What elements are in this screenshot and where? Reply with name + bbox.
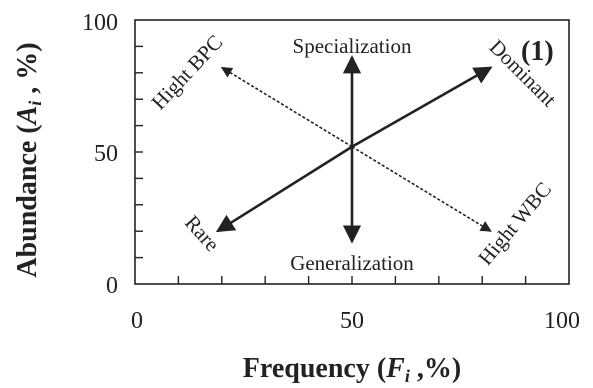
label-specialization: Specialization	[293, 34, 412, 58]
arrow-hight-wbc	[351, 146, 492, 232]
x-axis-title: Frequency (Fi ,%)	[243, 353, 461, 386]
arrow-group	[215, 55, 493, 244]
x-tick-label-50: 50	[340, 308, 364, 334]
arrow-dominant	[351, 66, 493, 148]
y-axis-title-main: Abundance (	[12, 124, 43, 277]
x-tick-label-100: 100	[544, 308, 580, 334]
x-axis-title-main: Frequency (	[243, 353, 386, 384]
x-tick-label-0: 0	[131, 308, 143, 334]
x-axis-title-var: F	[385, 353, 405, 384]
x-axis-title-end: ,%)	[410, 353, 461, 384]
y-axis-title: Abundance (Ai , %)	[12, 42, 45, 277]
panel-label: (1)	[521, 36, 554, 67]
label-hight-wbc: Hight WBC	[473, 177, 556, 269]
label-rare: Rare	[180, 211, 224, 257]
axis-ticks	[135, 45, 527, 284]
arrow-hight-bpc	[220, 66, 353, 148]
y-axis-title-end: , %)	[12, 42, 43, 100]
x-axis-title-sub: i	[405, 366, 410, 386]
arrow-rare	[215, 145, 353, 233]
label-generalization: Generalization	[290, 251, 414, 275]
y-tick-label-100: 100	[82, 10, 118, 36]
y-axis-title-var: A	[12, 106, 43, 127]
label-hight-bpc: Hight BPC	[146, 30, 227, 114]
y-tick-label-50: 50	[94, 141, 118, 167]
y-tick-label-0: 0	[106, 273, 118, 299]
y-axis-title-sub: i	[25, 101, 45, 106]
